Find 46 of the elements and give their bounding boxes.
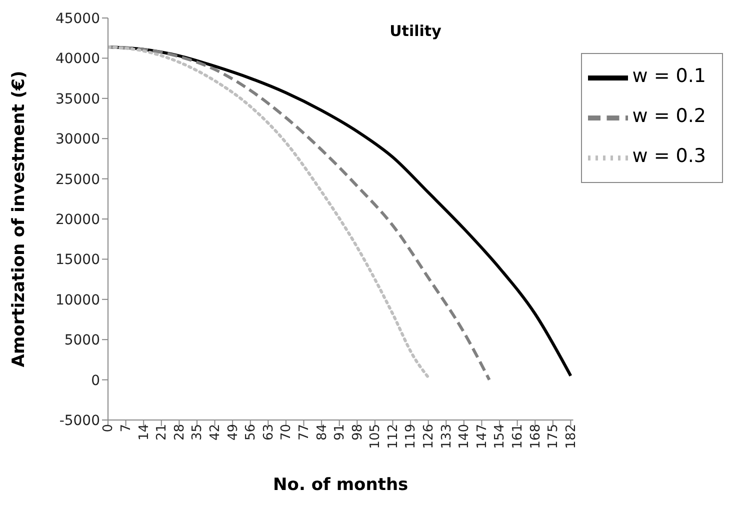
x-tick-label: 84 — [314, 424, 330, 441]
y-tick-label: 30000 — [55, 132, 100, 148]
legend-label: w = 0.2 — [632, 105, 706, 128]
y-tick-label: 10000 — [55, 292, 100, 308]
x-tick-label: 35 — [190, 424, 206, 441]
y-tick-label: 20000 — [55, 212, 100, 228]
x-tick-label: 49 — [226, 424, 241, 441]
x-tick-label: 70 — [279, 424, 294, 441]
x-tick-label: 126 — [422, 424, 437, 449]
line-series — [108, 45, 430, 379]
y-tick-label: 40000 — [55, 51, 100, 68]
x-axis-title: No. of months — [273, 475, 408, 495]
line-series — [108, 45, 491, 382]
x-tick-label: 154 — [492, 424, 508, 449]
x-tick-label: 91 — [332, 424, 348, 441]
y-tick-label: 5000 — [64, 332, 100, 349]
x-tick-label: 133 — [439, 424, 454, 449]
x-tick-label: 105 — [368, 424, 384, 449]
x-tick-label: 112 — [386, 424, 401, 449]
x-tick-label: 63 — [261, 424, 276, 441]
x-tick-label: 42 — [208, 424, 224, 441]
x-tick-label: 98 — [350, 424, 366, 441]
x-tick-label: 182 — [564, 424, 579, 449]
x-tick-label: 119 — [404, 424, 419, 449]
x-tick-label: 175 — [546, 424, 562, 449]
y-tick-label: 0 — [91, 372, 100, 389]
x-tick-label: 56 — [244, 424, 259, 441]
x-tick-label: 77 — [296, 424, 312, 441]
y-tick-label: 35000 — [55, 91, 100, 108]
x-tick-label: 21 — [154, 424, 170, 441]
y-tick-label: 45000 — [55, 10, 100, 27]
x-tick-label: 14 — [136, 424, 152, 441]
x-tick-label: 28 — [172, 424, 188, 441]
x-tick-label: 140 — [457, 424, 472, 449]
x-tick-label: 7 — [119, 424, 134, 432]
x-tick-label: 0 — [101, 424, 116, 432]
x-tick-label: 161 — [510, 424, 526, 449]
legend-label: w = 0.1 — [632, 65, 706, 88]
y-tick-label: 15000 — [55, 252, 100, 268]
x-tick-label: 147 — [474, 424, 490, 449]
legend-label: w = 0.3 — [632, 145, 706, 168]
chart-title: Utility — [388, 22, 442, 40]
y-tick-label: 25000 — [55, 172, 100, 188]
x-tick-label: 168 — [528, 424, 544, 449]
y-tick-label: -5000 — [59, 412, 100, 429]
y-axis-title: Amortization of investment (€) — [9, 70, 30, 368]
